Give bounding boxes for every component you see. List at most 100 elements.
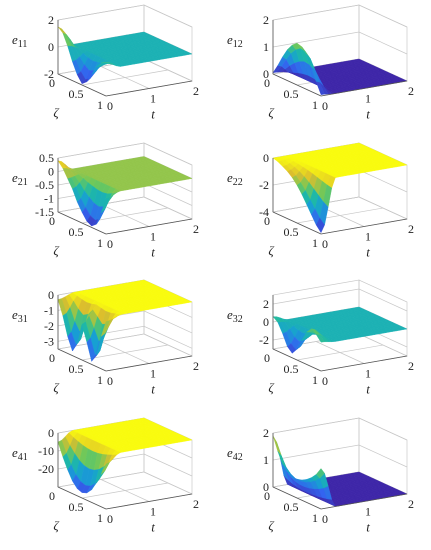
t-tick-label: 1 [150,367,156,381]
x-tick-label: 1 [97,511,103,525]
surface-patch [315,81,325,95]
x-axis-line [57,486,107,510]
t-axis-label: t [366,107,370,122]
surface-patch [101,461,111,475]
x-tick-label: 1 [97,236,103,250]
t-axis-label: t [151,382,155,397]
surface-e32 [272,306,408,354]
axis-lines [57,20,193,97]
t-tick-label: 2 [408,222,414,236]
z-tick-label: 2 [263,297,269,311]
t-axis-line [320,80,408,97]
x-axis-line [57,348,107,372]
t-tick-label: 1 [150,505,156,519]
t-tick-label: 1 [365,367,371,381]
x-axis-label: ζ [268,243,274,258]
t-axis-label: t [151,107,155,122]
x-axis-label: ζ [53,105,59,120]
z-tick-label: -2 [44,67,54,81]
z-tick-label: 1 [263,453,269,467]
z-tick-label: 2 [263,426,269,440]
t-axis-label: t [151,245,155,260]
t-tick-label: 0 [322,374,328,388]
x-tick-label: 0 [49,76,55,90]
x-tick-label: 0 [49,489,55,503]
t-tick-label: 1 [365,230,371,244]
surface-patch [101,197,110,214]
z-tick-label: -1 [44,303,54,317]
t-tick-label: 0 [107,237,113,251]
z-tick-label: -2 [259,333,269,347]
t-axis-line [320,218,408,235]
surface-e21 [57,156,193,227]
z-tick-label: 0.5 [39,151,54,165]
x-tick-label: 0.5 [284,362,299,376]
t-tick-label: 1 [150,230,156,244]
t-tick-label: 2 [408,497,414,511]
z-tick-label: -4 [259,205,269,219]
x-axis-line [272,348,322,372]
t-tick-label: 2 [408,84,414,98]
t-axis-label: t [151,520,155,535]
x-tick-label: 0.5 [69,225,84,239]
surface-e12 [272,42,408,95]
surface-patch [315,334,325,343]
axis-lines [272,20,408,97]
t-tick-label: 0 [107,99,113,113]
t-tick-label: 0 [322,512,328,526]
x-tick-label: 0 [264,351,270,365]
t-axis-label: t [366,520,370,535]
x-tick-label: 0 [264,76,270,90]
x-tick-label: 0 [264,214,270,228]
surface-e22 [272,142,408,234]
z-tick-label: -0.5 [35,178,54,192]
z-tick-label: 0 [263,151,269,165]
x-tick-label: 0.5 [284,87,299,101]
z-tick-label: 0 [48,40,54,54]
surface-e31 [57,279,193,362]
z-tick-label: 2 [48,13,54,27]
z-tick-label: 1 [263,40,269,54]
t-tick-label: 0 [322,99,328,113]
t-axis-line [105,218,193,235]
x-tick-label: 1 [312,236,318,250]
x-tick-label: 1 [312,511,318,525]
surface-patch [315,217,325,234]
t-tick-label: 2 [193,222,199,236]
t-axis-line [105,80,193,97]
z-tick-label: -2 [44,319,54,333]
z-tick-label: -1 [44,192,54,206]
z-tick-label: 0 [48,165,54,179]
x-axis-label: ζ [53,380,59,395]
surface-e11 [57,26,193,85]
x-tick-label: 0.5 [284,500,299,514]
surface-patch [101,62,110,63]
axis-lines [57,295,193,372]
z-tick-label: 0 [48,426,54,440]
x-tick-label: 1 [97,373,103,387]
x-axis-label: ζ [268,518,274,533]
t-tick-label: 2 [193,359,199,373]
t-axis-label: t [366,245,370,260]
t-axis-label: t [366,382,370,397]
x-tick-label: 0 [49,351,55,365]
x-tick-label: 1 [312,373,318,387]
z-tick-label: 0 [263,480,269,494]
t-tick-label: 1 [150,92,156,106]
t-axis-line [320,355,408,372]
x-axis-line [272,73,322,97]
t-tick-label: 2 [193,84,199,98]
surface-patch [100,320,110,337]
x-tick-label: 1 [312,98,318,112]
x-tick-label: 0.5 [69,87,84,101]
axis-lines [57,433,193,510]
z-tick-label: 2 [263,13,269,27]
z-tick-label: 0 [263,315,269,329]
axis-lines [272,295,408,372]
x-axis-label: ζ [53,243,59,258]
